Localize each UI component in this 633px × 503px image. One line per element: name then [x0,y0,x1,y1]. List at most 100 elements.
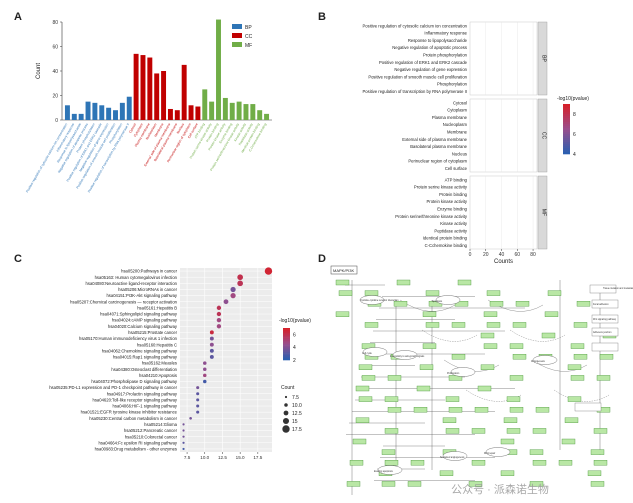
y-tick-label: 80 [52,20,58,26]
gene-node [544,311,559,317]
size-legend-title: Count [281,385,295,391]
gene-node [541,332,556,339]
pathway-map-top-label-box [330,265,358,275]
color-legend-step [563,112,570,115]
gene-node [358,364,373,370]
color-legend-step [283,334,290,337]
bar-bp [78,113,84,120]
gene-node [422,343,437,349]
color-legend-tick: 6 [573,132,576,138]
gene-node [529,449,544,455]
panel-label-b: B [318,11,326,23]
pathway-label: Cytokine-cytokine receptor interaction [360,299,399,302]
gene-node [445,396,460,402]
gene-node [381,449,396,455]
watermark-text: 公众号 · 派森诺生物 [451,482,549,496]
y-category-label: hsa04020:Calcium signaling pathway [108,324,178,329]
pathway-label: Proliferation [447,372,460,375]
facet-strip [537,98,548,173]
y-category-label: hsa05212:Pancreatic cancer [124,428,178,433]
gene-node [500,438,515,445]
pathway-reference-oval [450,367,476,377]
panel-b-axes: BP CC MF 0 20 40 60 80 Counts [469,21,548,265]
y-category-label: Peptidase activity [434,228,467,233]
y-category-label: ATP binding [445,177,468,182]
panel-d-pathway-map: MAPK/PI3K Cytokine-cytokine receptor int… [330,265,633,498]
color-legend-step [563,116,570,119]
panel-a-bars [64,19,270,121]
pathway-reference-oval [435,295,461,305]
y-tick-label: 20 [52,94,58,100]
size-legend-label: 10.0 [292,403,302,409]
data-point [203,367,207,371]
gene-node [471,428,486,434]
bar-mf [229,102,235,120]
pathway-map-labels: Cytokine-cytokine receptor interaction Ce… [360,287,633,473]
gene-node [529,481,544,487]
color-legend-tick: 4 [293,345,296,351]
y-category-label: Cytoplasm [447,108,467,113]
gene-node [558,460,573,466]
gene-node [381,481,396,487]
color-legend-step [563,108,570,111]
y-category-label: C-Cchemokine binding [425,243,468,248]
bar-bp [99,105,105,120]
data-point [196,386,200,390]
facet-strip-label: MF [541,209,547,216]
gene-node [355,385,370,392]
size-legend-dot [284,403,288,407]
gene-node [384,396,399,402]
color-legend-step [563,144,570,147]
pathway-reference-oval [359,295,385,305]
y-category-label: Basolateral plasma membrane [410,144,467,149]
color-legend-step [563,104,570,107]
gene-node [457,279,472,286]
y-category-label: Membrane [447,129,468,134]
gene-node [393,301,408,307]
bar-mf [257,110,263,120]
facet-panel-frame [469,175,538,250]
bar-mf [264,113,270,120]
y-category-label: Cytosol [453,100,467,105]
bar-bp [113,110,118,120]
color-legend-step [283,348,290,351]
gene-node [335,279,350,286]
bar-cc [181,64,187,120]
y-category-label: Negative regulation of apoptotic process [392,45,467,50]
gene-node [483,343,498,349]
gene-node [387,407,402,413]
gene-node [346,481,361,487]
gene-node [573,322,588,328]
y-category-label: Phosphorylation [437,82,468,87]
gene-node [451,322,466,328]
y-category-label: hsa05230:Central carbon metabolism in ca… [89,416,177,421]
pathway-label: Tissue invasion and metastasis [603,287,633,290]
pathway-label: Wnt signaling pathway [593,318,617,321]
bar-bp [126,96,132,120]
bar-bp [71,113,77,120]
color-legend-step [563,128,570,131]
y-category-label: Protein phosphorylation [423,52,468,57]
gene-node [468,481,483,487]
gene-node [416,385,431,392]
y-category-label: hsa05170:Human immunodeficiency virus 1 … [79,336,178,341]
legend-swatch [232,33,242,38]
bar-mf [243,104,249,120]
gene-node [442,417,457,423]
data-point [203,379,207,384]
gene-node [512,354,527,360]
pathway-reference-oval [485,447,511,457]
y-category-label: hsa05214:Glioma [144,422,177,427]
gene-node [480,364,495,370]
y-category-label: Perinuclear region of cytoplasm [408,159,467,164]
pathway-map-ovals [359,284,619,475]
pathway-label: Focal adhesion [593,304,609,306]
legend-label: MF [245,43,252,49]
pathway-label: Adherens junction [593,331,612,334]
gene-node [547,290,562,296]
y-category-label: hsa05215:Prostate cancer [128,330,177,335]
y-category-label: Identical protein binding [423,236,468,241]
y-category-label: Response to lipopolysaccharide [408,38,468,43]
data-point [223,299,229,305]
